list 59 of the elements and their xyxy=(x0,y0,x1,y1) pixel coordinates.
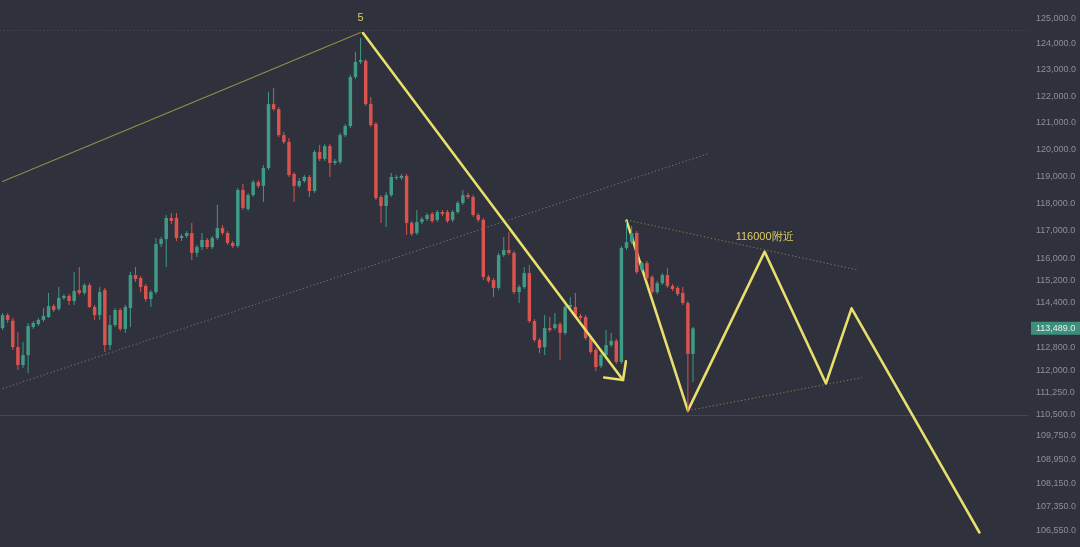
candlestick xyxy=(522,266,526,290)
y-tick-label: 109,750.0 xyxy=(1036,430,1077,441)
candlestick xyxy=(425,212,429,222)
candlestick xyxy=(604,329,608,358)
y-tick-label: 112,800.0 xyxy=(1036,342,1076,353)
y-tick-label: 125,000.0 xyxy=(1036,12,1077,23)
y-tick-label: 106,550.0 xyxy=(1036,525,1077,536)
candlestick xyxy=(118,307,122,332)
candlestick xyxy=(149,289,153,308)
candlestick xyxy=(159,236,163,248)
candlestick xyxy=(328,143,332,178)
y-tick-label: 121,000.0 xyxy=(1036,117,1077,128)
y-tick-label: 118,000.0 xyxy=(1036,197,1076,208)
y-tick-label: 112,000.0 xyxy=(1036,365,1076,376)
annotation: 5 xyxy=(357,11,364,24)
candlestick xyxy=(113,307,117,328)
candlestick xyxy=(517,284,521,304)
text: 113,489.0 xyxy=(1036,323,1076,334)
candlestick xyxy=(241,183,245,211)
candlestick xyxy=(108,314,112,351)
candlestick xyxy=(21,341,25,369)
y-tick-label: 110,500.0 xyxy=(1036,408,1076,419)
y-tick-label: 108,950.0 xyxy=(1036,453,1077,464)
candlestick xyxy=(624,220,629,251)
y-tick-label: 116,000.0 xyxy=(1036,252,1076,263)
y-tick-label: 119,000.0 xyxy=(1036,170,1076,181)
candlestick xyxy=(358,37,363,65)
candlestick xyxy=(16,331,20,371)
candlestick xyxy=(164,214,168,268)
y-tick-label: 108,150.0 xyxy=(1036,477,1077,488)
candlestick xyxy=(553,312,557,331)
y-tick-label: 111,250.0 xyxy=(1036,386,1075,397)
candlestick xyxy=(420,216,424,225)
y-tick-label: 124,000.0 xyxy=(1036,38,1077,49)
y-tick-label: 115,200.0 xyxy=(1036,274,1076,285)
y-tick-label: 107,350.0 xyxy=(1036,501,1077,512)
y-tick-label: 122,000.0 xyxy=(1036,90,1077,101)
candlestick xyxy=(384,191,388,228)
candlestick xyxy=(77,266,82,296)
candlestick xyxy=(190,222,194,261)
candlestick xyxy=(471,194,475,218)
candlestick xyxy=(461,189,465,206)
annotation: 116000附近 xyxy=(735,230,794,243)
candlestick xyxy=(72,271,76,306)
candlestick xyxy=(558,321,562,361)
candlestick xyxy=(67,293,71,306)
candlestick xyxy=(594,347,598,372)
y-tick-label: 123,000.0 xyxy=(1036,64,1077,75)
candlestick xyxy=(57,286,61,312)
candlestick xyxy=(195,244,199,258)
candlestick xyxy=(62,293,66,301)
candlestick xyxy=(415,209,419,236)
candlestick xyxy=(507,231,511,256)
y-tick-label: 117,000.0 xyxy=(1036,225,1076,236)
candlestick xyxy=(502,236,506,258)
y-tick-label: 120,000.0 xyxy=(1036,143,1077,154)
y-tick-label: 114,400.0 xyxy=(1036,297,1076,308)
candlestick xyxy=(466,192,470,200)
candlestick xyxy=(200,232,204,251)
